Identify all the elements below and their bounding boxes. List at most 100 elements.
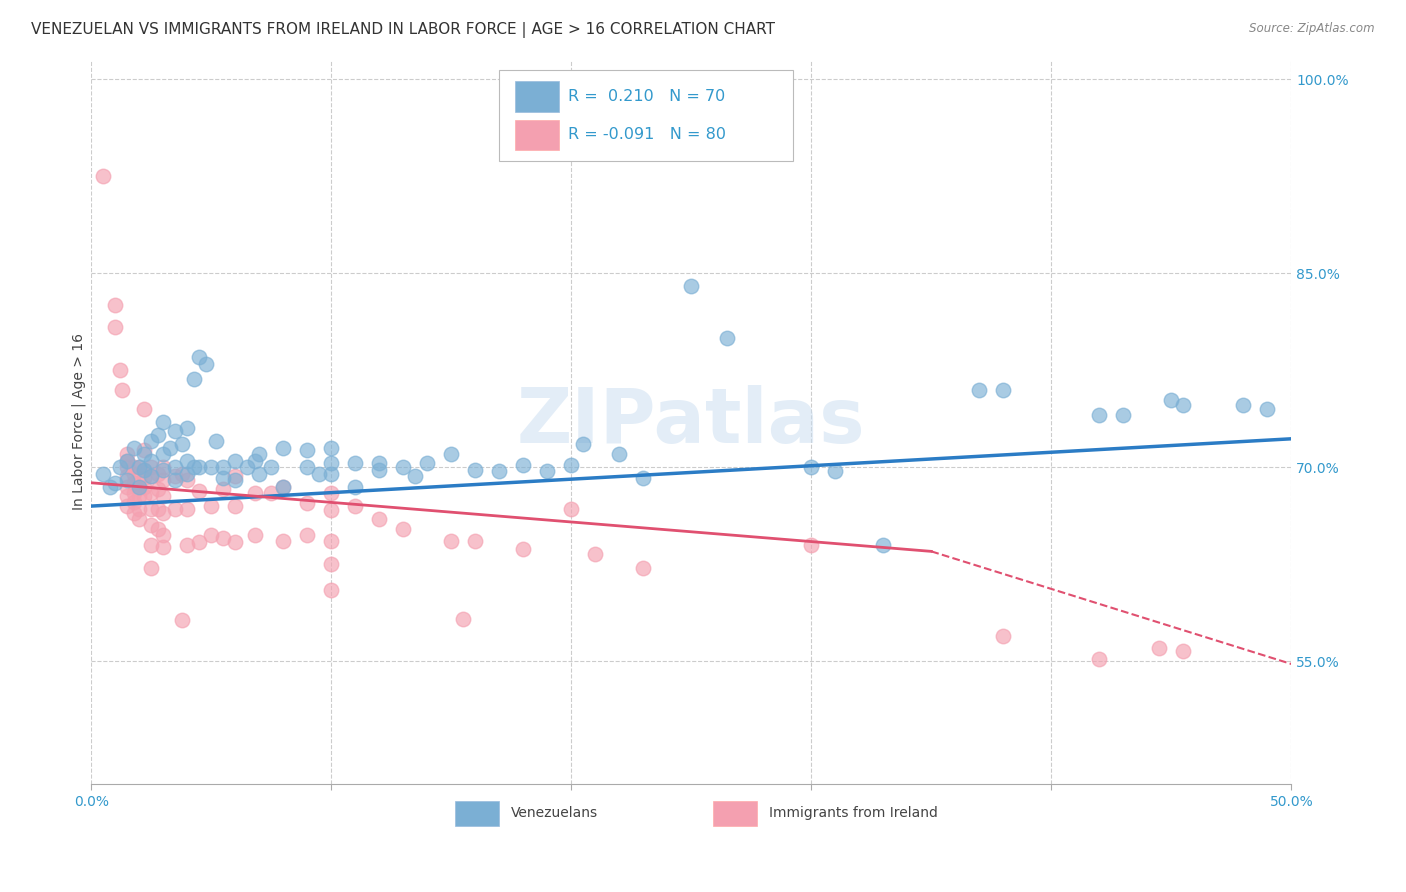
Point: [91, 169, 114, 183]
Point: [1256, 402, 1278, 417]
Point: [104, 475, 127, 490]
Point: [297, 443, 319, 458]
Point: [633, 470, 655, 484]
Point: [108, 460, 131, 475]
Point: [560, 501, 582, 516]
Point: [128, 470, 150, 484]
Point: [152, 489, 174, 503]
Point: [321, 441, 343, 455]
Point: [224, 499, 246, 513]
Text: Source: ZipAtlas.com: Source: ZipAtlas.com: [1250, 22, 1375, 36]
Point: [176, 538, 198, 552]
Point: [188, 351, 211, 365]
Point: [117, 489, 139, 503]
Point: [141, 469, 163, 483]
Point: [607, 447, 630, 461]
Point: [141, 469, 163, 483]
Point: [212, 482, 235, 496]
Point: [188, 535, 211, 549]
Point: [165, 460, 187, 475]
Point: [224, 454, 246, 468]
Point: [344, 499, 367, 513]
Point: [344, 480, 367, 494]
Point: [117, 473, 139, 487]
Point: [176, 501, 198, 516]
Point: [993, 383, 1015, 397]
Point: [91, 467, 114, 481]
Point: [124, 486, 146, 500]
Point: [152, 473, 174, 487]
Point: [132, 489, 155, 503]
FancyBboxPatch shape: [456, 801, 499, 826]
Point: [188, 483, 211, 498]
Point: [271, 480, 294, 494]
Point: [464, 534, 486, 549]
Point: [368, 463, 391, 477]
Point: [108, 363, 131, 377]
Point: [404, 469, 426, 483]
Point: [716, 331, 738, 345]
Text: Immigrants from Ireland: Immigrants from Ireland: [769, 806, 938, 821]
Point: [321, 583, 343, 598]
Point: [512, 541, 534, 556]
Point: [128, 480, 150, 494]
Point: [344, 456, 367, 470]
Point: [128, 501, 150, 516]
Point: [183, 460, 205, 475]
Point: [165, 469, 187, 483]
Point: [165, 473, 187, 487]
Point: [1173, 644, 1195, 658]
Point: [132, 470, 155, 484]
Point: [824, 464, 846, 478]
Point: [117, 499, 139, 513]
Point: [172, 437, 194, 451]
Point: [1112, 409, 1135, 423]
Point: [260, 460, 283, 475]
Point: [1088, 409, 1111, 423]
Point: [117, 460, 139, 475]
Point: [141, 460, 163, 475]
Point: [128, 489, 150, 503]
Point: [205, 434, 228, 449]
Point: [176, 467, 198, 481]
Point: [117, 480, 139, 494]
Point: [124, 506, 146, 520]
Point: [993, 628, 1015, 642]
Point: [321, 456, 343, 470]
Point: [124, 467, 146, 481]
Point: [124, 460, 146, 475]
Point: [1160, 392, 1182, 407]
Point: [224, 535, 246, 549]
Point: [536, 464, 558, 478]
Point: [224, 473, 246, 487]
Point: [392, 522, 415, 536]
Point: [152, 447, 174, 461]
FancyBboxPatch shape: [515, 120, 560, 150]
Point: [271, 480, 294, 494]
Point: [200, 527, 222, 541]
Point: [104, 298, 127, 312]
Point: [141, 538, 163, 552]
Point: [321, 486, 343, 500]
Point: [141, 561, 163, 575]
Point: [128, 480, 150, 494]
Point: [132, 480, 155, 494]
Point: [132, 443, 155, 458]
Point: [297, 496, 319, 510]
Point: [260, 486, 283, 500]
Point: [969, 383, 991, 397]
Point: [128, 460, 150, 475]
Point: [271, 534, 294, 549]
Point: [200, 499, 222, 513]
Point: [1232, 398, 1254, 412]
Point: [212, 470, 235, 484]
Point: [148, 482, 170, 496]
Point: [188, 460, 211, 475]
Point: [152, 463, 174, 477]
Y-axis label: In Labor Force | Age > 16: In Labor Force | Age > 16: [72, 334, 86, 510]
FancyBboxPatch shape: [713, 801, 758, 826]
Point: [236, 460, 259, 475]
Point: [132, 447, 155, 461]
FancyBboxPatch shape: [499, 70, 793, 161]
Point: [368, 456, 391, 470]
